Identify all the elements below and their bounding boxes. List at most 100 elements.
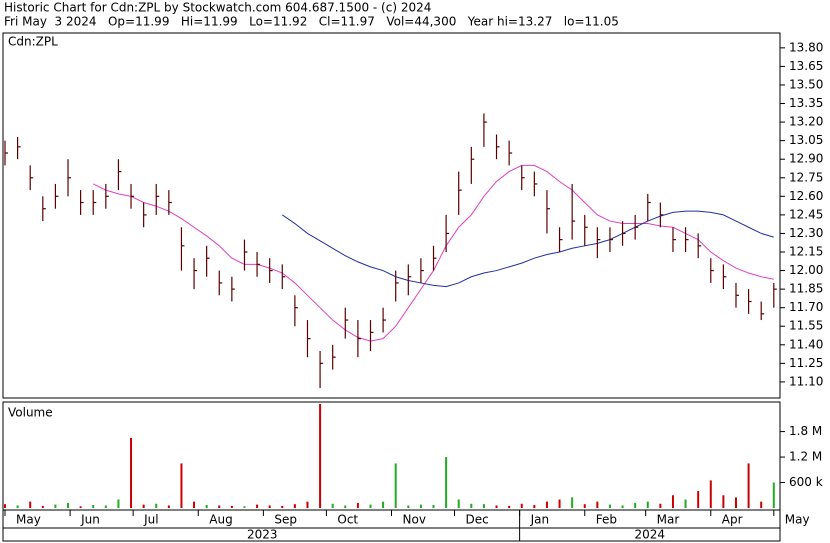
year-label: 2023 bbox=[247, 528, 278, 542]
y-tick-label: 11.25 bbox=[789, 356, 823, 370]
volume-bar bbox=[394, 463, 397, 508]
x-tick-label: Sep bbox=[274, 513, 297, 527]
x-tick-label: Oct bbox=[337, 513, 358, 527]
y-tick-label: 13.65 bbox=[789, 59, 823, 73]
volume-bar bbox=[41, 505, 44, 508]
volume-bar bbox=[281, 505, 284, 508]
volume-bar bbox=[634, 502, 637, 508]
volume-bar bbox=[520, 503, 523, 508]
x-tick-label: Aug bbox=[209, 513, 232, 527]
y-tick-label: 12.30 bbox=[789, 226, 823, 240]
volume-bar bbox=[293, 504, 296, 508]
price-panel bbox=[2, 32, 781, 399]
volume-bar bbox=[243, 506, 246, 508]
y-tick-label: 1.8 M bbox=[789, 424, 822, 438]
volume-bar bbox=[470, 503, 473, 508]
x-tick-label: Dec bbox=[466, 513, 489, 527]
volume-bar bbox=[722, 495, 725, 508]
y-tick-label: 11.10 bbox=[789, 374, 823, 388]
volume-bar bbox=[382, 501, 385, 508]
y-tick-label: 12.75 bbox=[789, 170, 823, 184]
x-tick-label: Feb bbox=[596, 513, 617, 527]
volume-bar bbox=[457, 499, 460, 508]
volume-bar bbox=[205, 505, 208, 508]
volume-bar bbox=[646, 501, 649, 508]
x-tick-label: Mar bbox=[657, 513, 680, 527]
header-line: Historic Chart for Cdn:ZPL by Stockwatch… bbox=[4, 1, 431, 15]
x-tick-label: May bbox=[785, 513, 810, 527]
y-tick-label: 11.40 bbox=[789, 337, 823, 351]
volume-bar bbox=[608, 504, 611, 508]
volume-bar bbox=[104, 505, 107, 508]
volume-bar bbox=[230, 505, 233, 508]
x-tick-label: Jul bbox=[143, 513, 158, 527]
volume-bar bbox=[193, 501, 196, 508]
y-tick-label: 12.00 bbox=[789, 263, 823, 277]
volume-bar bbox=[54, 504, 57, 508]
volume-bar bbox=[79, 506, 82, 508]
y-tick-label: 13.20 bbox=[789, 115, 823, 129]
volume-label: Volume bbox=[8, 406, 53, 420]
volume-bar bbox=[67, 502, 70, 508]
volume-bar bbox=[218, 505, 221, 508]
volume-bar bbox=[445, 457, 448, 508]
y-tick-label: 12.60 bbox=[789, 189, 823, 203]
y-tick-label: 13.50 bbox=[789, 77, 823, 91]
volume-bar bbox=[331, 503, 334, 508]
y-tick-label: 1.2 M bbox=[789, 450, 822, 464]
volume-bar bbox=[533, 505, 536, 508]
volume-bar bbox=[734, 497, 737, 508]
volume-bar bbox=[419, 504, 422, 508]
volume-bar bbox=[709, 480, 712, 508]
volume-bar bbox=[545, 501, 548, 508]
volume-bar bbox=[180, 463, 183, 508]
volume-bar bbox=[4, 504, 6, 508]
volume-bar bbox=[495, 505, 498, 508]
volume-bar bbox=[142, 504, 145, 508]
volume-bar bbox=[684, 499, 687, 508]
volume-bar bbox=[508, 505, 511, 508]
volume-bar bbox=[596, 501, 599, 508]
volume-bar bbox=[659, 503, 662, 508]
volume-bar bbox=[482, 504, 485, 508]
volume-bar bbox=[621, 505, 624, 508]
volume-bar bbox=[29, 501, 32, 508]
y-tick-label: 13.05 bbox=[789, 133, 823, 147]
x-tick-label: Apr bbox=[722, 513, 743, 527]
x-tick-label: Jun bbox=[80, 513, 100, 527]
volume-bar bbox=[407, 505, 410, 508]
volume-bar bbox=[747, 463, 750, 508]
volume-bar bbox=[671, 495, 674, 508]
moving-average bbox=[281, 210, 774, 288]
y-tick-label: 12.15 bbox=[789, 245, 823, 259]
volume-bar bbox=[432, 505, 435, 508]
x-tick-label: Jan bbox=[530, 513, 550, 527]
y-tick-label: 11.70 bbox=[789, 300, 823, 314]
volume-bar bbox=[344, 505, 347, 508]
y-tick-label: 11.55 bbox=[789, 319, 823, 333]
year-label: 2024 bbox=[635, 528, 666, 542]
x-tick-label: Nov bbox=[403, 513, 426, 527]
y-tick-label: 12.90 bbox=[789, 152, 823, 166]
volume-bar bbox=[369, 504, 372, 508]
volume-bar bbox=[256, 504, 259, 508]
volume-bar bbox=[268, 505, 271, 508]
volume-bar bbox=[130, 437, 133, 508]
volume-bar bbox=[697, 491, 700, 508]
x-tick-label: May bbox=[16, 513, 41, 527]
volume-panel bbox=[2, 401, 781, 511]
volume-bar bbox=[571, 497, 574, 508]
y-tick-label: 13.80 bbox=[789, 40, 823, 54]
volume-bar bbox=[16, 505, 19, 508]
volume-bar bbox=[772, 482, 775, 508]
volume-bar bbox=[760, 501, 763, 508]
volume-bar bbox=[155, 503, 158, 508]
y-tick-label: 11.85 bbox=[789, 282, 823, 296]
y-tick-label: 13.35 bbox=[789, 96, 823, 110]
volume-bar bbox=[319, 404, 322, 508]
header-line: Fri May 3 2024 Op=11.99 Hi=11.99 Lo=11.9… bbox=[4, 15, 619, 29]
volume-bar bbox=[583, 504, 586, 508]
y-tick-label: 12.45 bbox=[789, 207, 823, 221]
volume-bar bbox=[117, 499, 120, 508]
